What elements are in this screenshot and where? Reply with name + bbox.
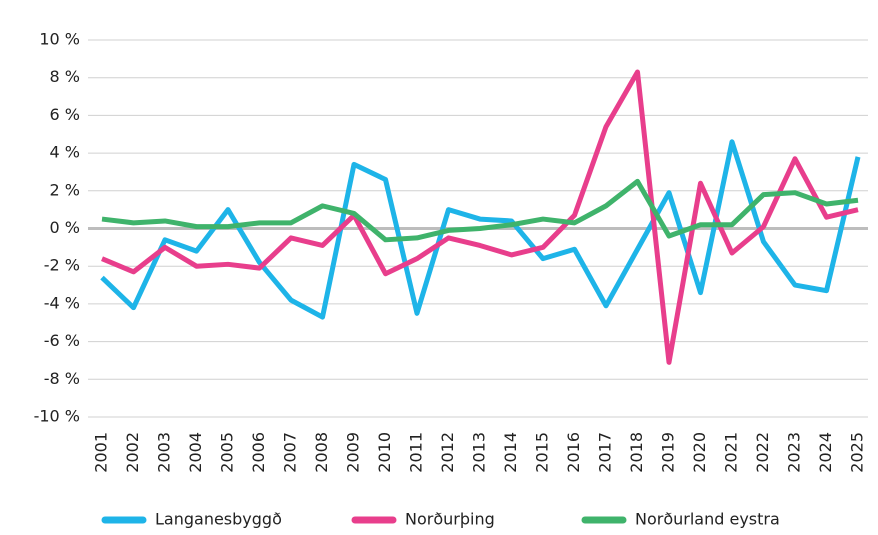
y-tick-label: 4 % <box>50 143 80 162</box>
x-tick-label: 2022 <box>753 432 772 473</box>
x-tick-label: 2010 <box>375 432 394 473</box>
x-tick-label: 2012 <box>438 432 457 473</box>
x-tick-label: 2004 <box>186 432 205 473</box>
y-tick-label: 8 % <box>50 67 80 86</box>
legend-item: Norðurland eystra <box>581 510 780 529</box>
y-tick-label: 2 % <box>50 180 80 199</box>
x-tick-label: 2002 <box>123 432 142 473</box>
x-tick-label: 2006 <box>249 432 268 473</box>
legend-item: Langanesbyggð <box>101 510 282 529</box>
series-line <box>101 69 859 365</box>
x-tick-label: 2019 <box>659 432 678 473</box>
x-tick-label: 2018 <box>627 432 646 473</box>
legend-label: Norðurþing <box>405 510 495 529</box>
x-tick-label: 2001 <box>92 432 111 473</box>
y-tick-label: -2 % <box>44 256 80 275</box>
x-tick-label: 2021 <box>722 432 741 473</box>
x-tick-label: 2011 <box>407 432 426 473</box>
x-tick-label: 2016 <box>564 432 583 473</box>
x-tick-label: 2013 <box>470 432 489 473</box>
series-line <box>101 178 859 243</box>
x-tick-label: 2014 <box>501 432 520 473</box>
x-tick-label: 2007 <box>281 432 300 473</box>
series-line <box>100 139 861 320</box>
x-tick-label: 2005 <box>218 432 237 473</box>
x-tick-label: 2023 <box>785 432 804 473</box>
y-tick-label: 6 % <box>50 105 80 124</box>
x-tick-label: 2020 <box>690 432 709 473</box>
x-tick-label: 2025 <box>848 432 867 473</box>
legend-label: Norðurland eystra <box>635 510 780 529</box>
y-tick-label: 10 % <box>39 30 80 49</box>
x-tick-label: 2017 <box>596 432 615 473</box>
x-tick-label: 2008 <box>312 432 331 473</box>
y-tick-label: -8 % <box>44 369 80 388</box>
legend-item: Norðurþing <box>351 510 495 529</box>
y-tick-label: -10 % <box>34 407 80 426</box>
x-tick-label: 2024 <box>816 432 835 473</box>
x-tick-label: 2015 <box>533 432 552 473</box>
legend-label: Langanesbyggð <box>155 510 282 529</box>
y-tick-label: -6 % <box>44 331 80 350</box>
y-tick-label: 0 % <box>50 218 80 237</box>
x-tick-label: 2003 <box>155 432 174 473</box>
y-tick-label: -4 % <box>44 293 80 312</box>
x-tick-label: 2009 <box>344 432 363 473</box>
